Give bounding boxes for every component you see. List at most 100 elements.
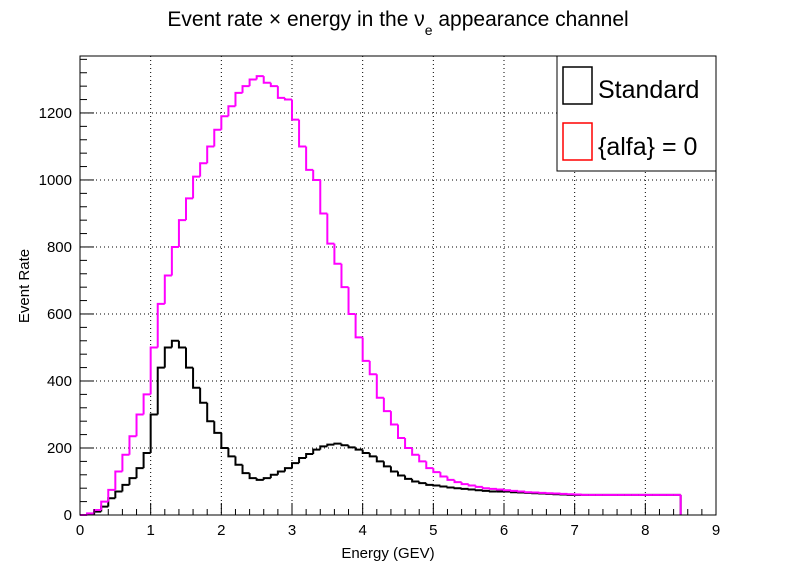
series-0-bin bbox=[460, 487, 469, 490]
series-1-bin bbox=[432, 468, 441, 474]
series-1-bin bbox=[192, 175, 201, 199]
series-1-bin bbox=[481, 486, 490, 490]
series-1 bbox=[80, 75, 682, 516]
series-0-bin bbox=[404, 475, 413, 480]
series-1-bin bbox=[439, 472, 448, 478]
series-layer bbox=[80, 75, 682, 516]
series-0-bin bbox=[220, 432, 229, 449]
series-0-bin bbox=[128, 477, 137, 485]
chart-title-subscript: e bbox=[425, 22, 433, 38]
series-1-bin bbox=[404, 437, 413, 449]
legend-label-alfa: {alfa} = 0 bbox=[598, 133, 697, 161]
x-tick-label: 1 bbox=[146, 522, 154, 539]
series-1-bin bbox=[446, 476, 455, 481]
series-0-bin bbox=[283, 467, 292, 472]
series-1-bin bbox=[524, 491, 533, 494]
series-0-bin bbox=[446, 486, 455, 489]
series-0-bin bbox=[142, 452, 151, 469]
series-1-bin bbox=[488, 487, 497, 490]
series-1-bin bbox=[347, 287, 356, 315]
legend-label-standard: Standard bbox=[598, 76, 699, 104]
series-0-bin bbox=[213, 421, 222, 434]
series-0-bin bbox=[439, 485, 448, 488]
series-1-bin bbox=[149, 346, 158, 395]
series-0-bin bbox=[149, 413, 158, 454]
series-1-bin bbox=[495, 488, 504, 491]
series-0-bin bbox=[375, 456, 384, 463]
chart-title-symbol: ν bbox=[414, 8, 425, 31]
series-1-bin bbox=[425, 461, 434, 470]
series-0-bin bbox=[418, 481, 427, 485]
series-1-bin bbox=[354, 313, 363, 339]
series-0-bin bbox=[453, 487, 462, 490]
series-0-bin bbox=[163, 346, 172, 368]
series-1-bin bbox=[135, 413, 144, 437]
series-0-bin bbox=[389, 466, 398, 473]
series-0-bin bbox=[156, 366, 165, 415]
x-tick-label: 0 bbox=[76, 522, 84, 539]
series-0-bin bbox=[333, 442, 342, 445]
series-1-bin bbox=[255, 75, 264, 80]
y-tick-label: 1000 bbox=[39, 172, 72, 189]
series-0-bin bbox=[354, 447, 363, 451]
y-tick-label: 200 bbox=[47, 440, 72, 457]
series-0-bin bbox=[474, 489, 483, 492]
y-tick-label: 800 bbox=[47, 239, 72, 256]
series-0-bin bbox=[432, 484, 441, 487]
series-1-bin bbox=[453, 479, 462, 484]
series-1-bin bbox=[100, 500, 109, 510]
chart-title-suffix: appearance channel bbox=[433, 8, 629, 31]
series-0-bin bbox=[340, 443, 349, 447]
series-1-bin bbox=[206, 145, 215, 164]
series-0-bin bbox=[347, 445, 356, 449]
series-1-bin bbox=[368, 360, 377, 376]
series-0-bin bbox=[312, 448, 321, 455]
series-0-bin bbox=[305, 453, 314, 459]
series-1-bin bbox=[163, 274, 172, 304]
series-1-bin bbox=[375, 374, 384, 399]
chart-title: Event rate × energy in the νe appearance… bbox=[167, 8, 628, 38]
series-0-bin bbox=[298, 457, 307, 464]
series-0-bin bbox=[276, 470, 285, 475]
series-1-bin bbox=[517, 490, 526, 493]
series-0-bin bbox=[397, 471, 406, 477]
x-tick-label: 3 bbox=[288, 522, 296, 539]
series-0-bin bbox=[481, 489, 490, 492]
y-tick-label: 400 bbox=[47, 373, 72, 390]
series-0-bin bbox=[192, 367, 201, 389]
series-1-bin bbox=[107, 488, 116, 502]
series-0-bin bbox=[185, 347, 194, 369]
y-tick-label: 1200 bbox=[39, 105, 72, 122]
series-0-bin bbox=[291, 462, 300, 469]
series-1-bin bbox=[474, 485, 483, 488]
x-axis-label: Energy (GEV) bbox=[341, 545, 434, 562]
series-1-bin bbox=[389, 411, 398, 426]
series-1-bin bbox=[248, 78, 257, 87]
series-0-bin bbox=[114, 490, 123, 499]
series-0-bin bbox=[382, 461, 391, 468]
chart-title-prefix: Event rate × energy in the bbox=[167, 8, 414, 31]
x-tick-label: 8 bbox=[641, 522, 649, 539]
x-tick-label: 9 bbox=[712, 522, 720, 539]
series-0-bin bbox=[206, 402, 215, 423]
x-tick-label: 2 bbox=[217, 522, 225, 539]
series-0-bin bbox=[269, 473, 278, 479]
legend: Standard {alfa} = 0 bbox=[556, 55, 717, 172]
series-0-bin bbox=[227, 447, 236, 458]
series-1-bin bbox=[382, 397, 391, 413]
series-1-bin bbox=[510, 489, 519, 492]
series-1-bin bbox=[170, 245, 179, 276]
series-0-bin bbox=[121, 483, 130, 492]
series-1-bin bbox=[361, 337, 370, 362]
series-1-bin bbox=[121, 453, 130, 472]
series-1-bin bbox=[220, 115, 229, 130]
series-1-bin bbox=[241, 85, 250, 93]
series-1-bin bbox=[411, 447, 420, 456]
series-1-bin bbox=[312, 169, 321, 181]
series-0-bin bbox=[248, 473, 257, 480]
series-1-bin bbox=[460, 482, 469, 486]
series-1-bin bbox=[291, 99, 300, 121]
series-1-bin bbox=[333, 243, 342, 265]
x-tick-label: 6 bbox=[500, 522, 508, 539]
series-1-bin bbox=[128, 435, 137, 455]
